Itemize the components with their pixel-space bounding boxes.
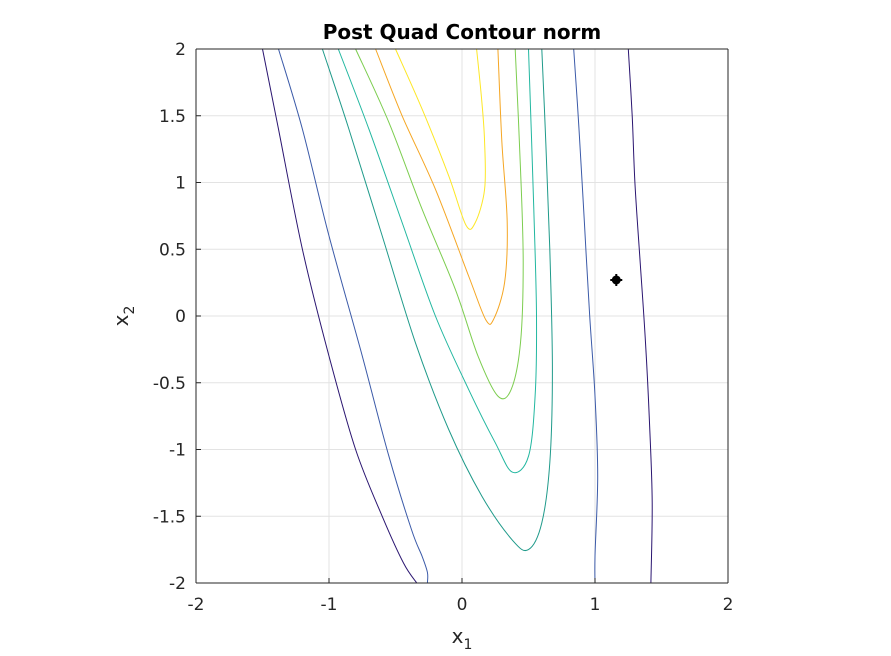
x-tick-label-3: 1	[590, 595, 601, 615]
contour-line-3	[337, 48, 538, 474]
contour-line-5	[278, 48, 429, 584]
chart-title: Post Quad Contour norm	[323, 20, 602, 44]
y-tick-label-3: -0.5	[153, 374, 186, 394]
x-axis-label-subscript: 1	[463, 637, 472, 653]
contour-line-7	[262, 48, 418, 584]
y-tick-label-0: -2	[169, 574, 186, 594]
x-axis-label: x1	[452, 624, 473, 653]
x-ticks: -2 -1 0 1 2	[188, 578, 734, 615]
plot-axes: -2 -1 0 1 2 -2 -1.5 -1 -0.5 0 0.5 1 1.5 2	[153, 40, 734, 615]
y-tick-label-5: 0.5	[159, 240, 186, 260]
contour-line-2	[355, 48, 524, 400]
data-point-marker-cross	[610, 273, 623, 286]
y-tick-label-8: 2	[175, 40, 186, 60]
marker-layer	[610, 273, 623, 286]
x-tick-label-1: -1	[321, 595, 338, 615]
y-tick-label-1: -1.5	[153, 507, 186, 527]
contour-line-1	[375, 48, 508, 325]
contour-lines	[262, 48, 653, 584]
x-axis-label-base: x	[452, 624, 464, 648]
y-axis-label-subscript: 2	[122, 306, 138, 315]
y-tick-label-7: 1.5	[159, 107, 186, 127]
y-ticks: -2 -1.5 -1 -0.5 0 0.5 1 1.5 2	[153, 40, 201, 594]
x-tick-label-4: 2	[723, 595, 734, 615]
x-tick-label-0: -2	[188, 595, 205, 615]
x-tick-label-2: 0	[457, 595, 468, 615]
contour-line-6	[573, 48, 599, 584]
y-axis-label-base: x	[109, 314, 133, 326]
y-tick-label-2: -1	[169, 441, 186, 461]
contour-line-0	[395, 48, 486, 230]
y-tick-label-6: 1	[175, 174, 186, 194]
contour-line-8	[627, 48, 653, 584]
y-axis-label: x2	[109, 306, 138, 327]
y-tick-label-4: 0	[175, 307, 186, 327]
contour-line-4	[321, 48, 553, 552]
